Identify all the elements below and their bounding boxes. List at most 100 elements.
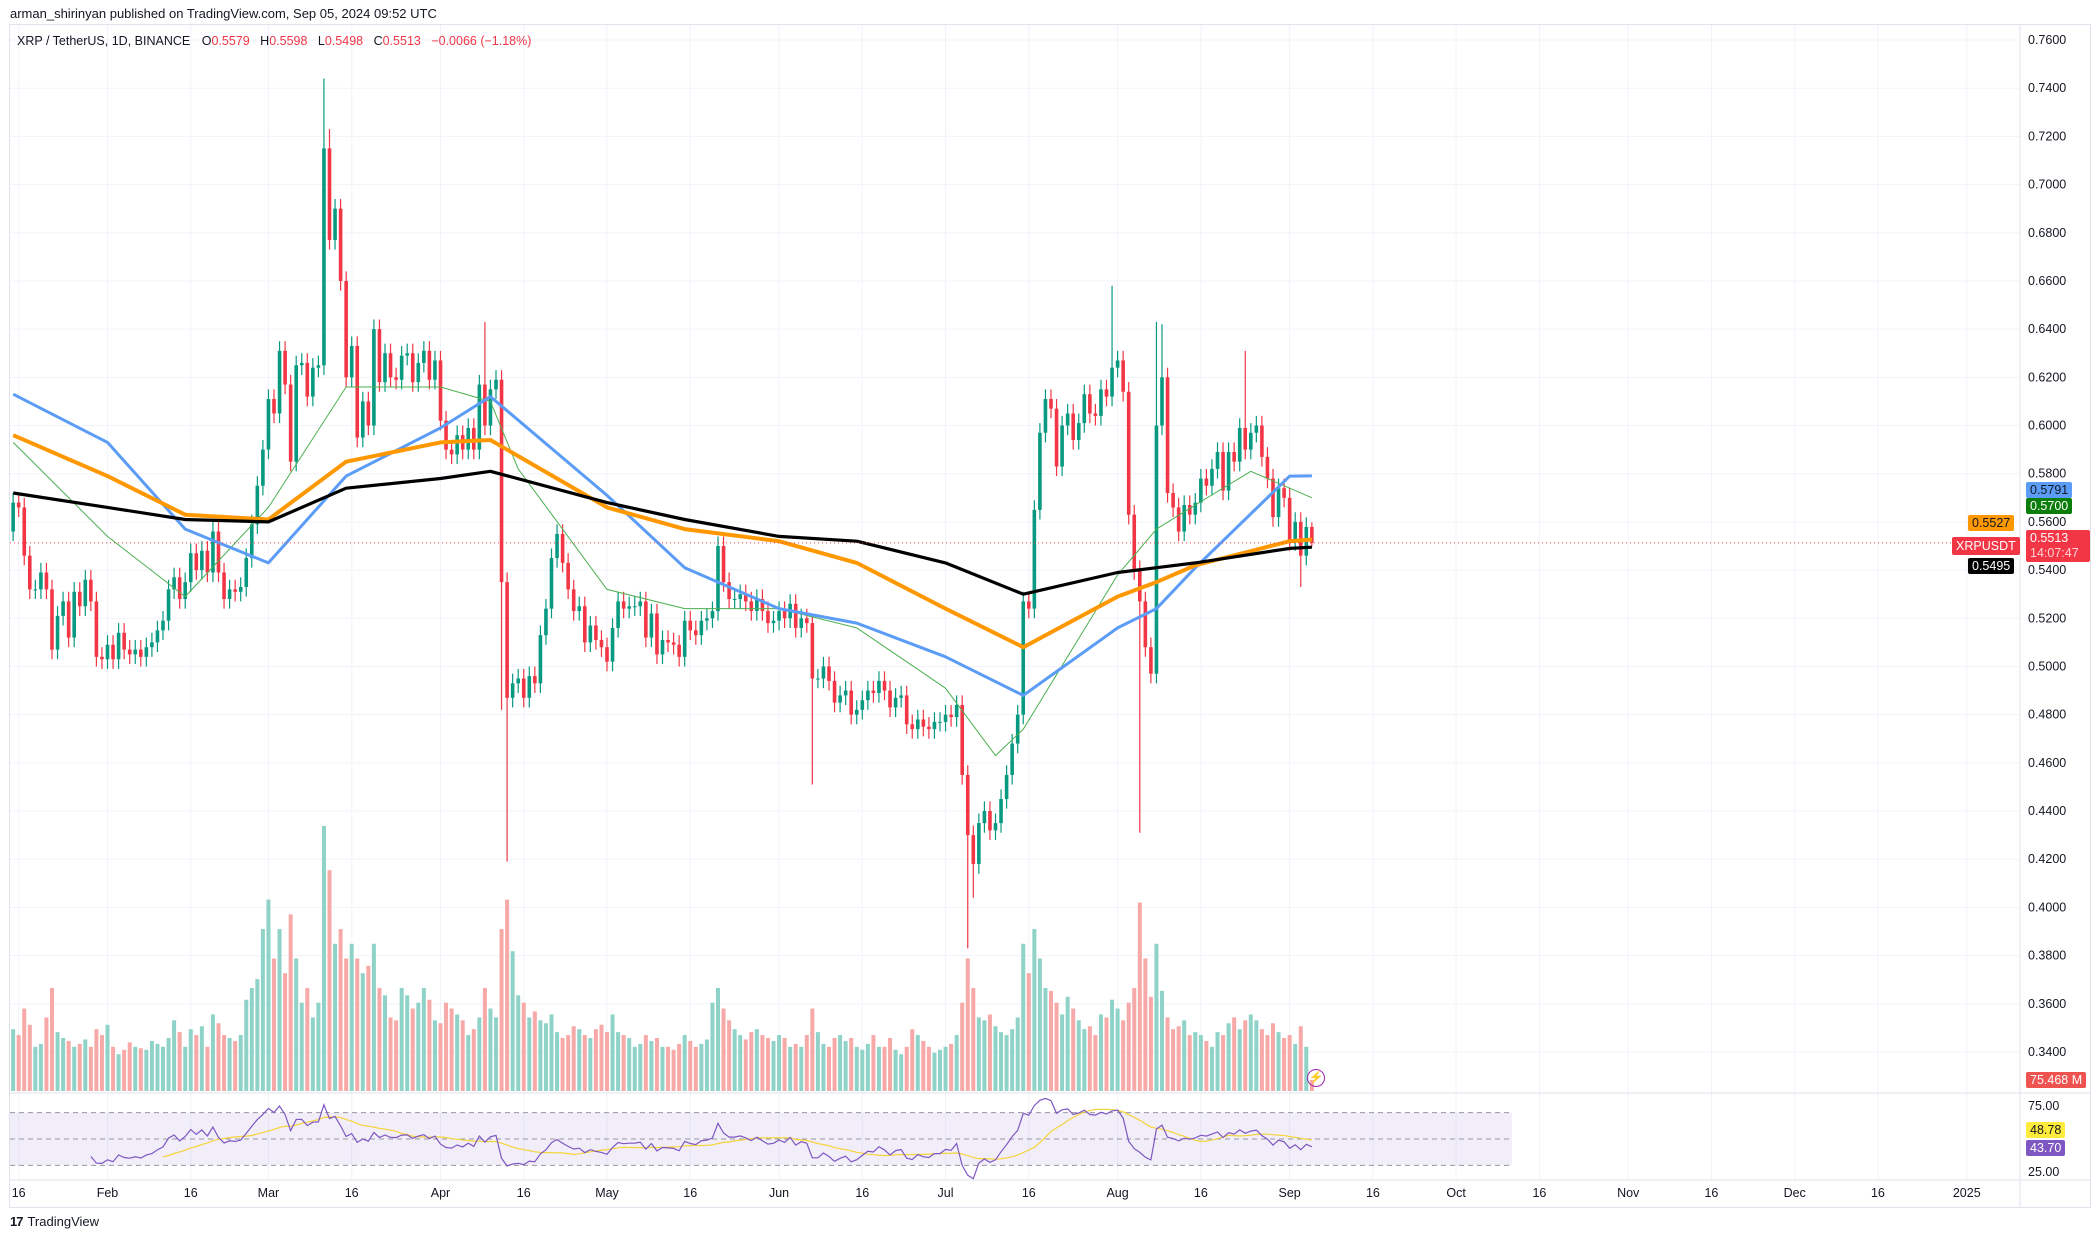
volume-bar	[388, 1017, 393, 1091]
volume-bar	[938, 1049, 942, 1091]
candle	[422, 341, 426, 373]
volume-bar	[1182, 1020, 1187, 1091]
candle-body	[1071, 413, 1075, 440]
candle	[655, 603, 659, 665]
volume-bar	[1026, 973, 1031, 1091]
candle	[1110, 285, 1114, 407]
volume-bar	[377, 987, 382, 1091]
candle	[793, 594, 798, 638]
candle-body	[238, 586, 243, 592]
candle-body	[455, 435, 459, 455]
candle-body	[1082, 394, 1087, 424]
candle	[1004, 765, 1009, 809]
volume-bar	[782, 1038, 787, 1091]
candle	[483, 321, 487, 436]
candle	[938, 712, 942, 732]
candle-body	[72, 591, 76, 638]
candle-body	[505, 582, 509, 698]
candle	[133, 639, 138, 665]
candle-body	[721, 546, 726, 583]
price-tick-label: 0.6200	[2028, 370, 2066, 384]
candle-body	[399, 355, 404, 380]
volume-bar	[1015, 1017, 1020, 1091]
candle	[216, 521, 221, 583]
candle-body	[832, 680, 837, 703]
candle-body	[155, 630, 160, 643]
candle	[11, 492, 15, 542]
candle-body	[916, 719, 920, 730]
candle	[882, 671, 887, 701]
candle-body	[311, 367, 315, 397]
brand-name: TradingView	[27, 1214, 100, 1229]
candle	[1104, 379, 1109, 407]
volume-bar	[505, 899, 510, 1091]
candle	[1082, 384, 1087, 433]
candle-body	[194, 553, 199, 571]
volume-bar	[88, 1046, 93, 1091]
candle	[1121, 350, 1125, 402]
candle-body	[94, 601, 99, 657]
candle	[632, 596, 637, 616]
candle-body	[960, 705, 964, 775]
time-tick-label: 16	[1704, 1186, 1718, 1200]
volume-bar	[22, 1008, 27, 1091]
candle	[1199, 468, 1203, 513]
candle-body	[466, 427, 471, 450]
volume-bar	[1087, 1026, 1092, 1091]
time-tick-label: 2025	[1953, 1186, 1981, 1200]
candle	[438, 350, 443, 431]
candle	[1093, 403, 1098, 426]
high-label: H	[260, 34, 270, 48]
volume-bar	[199, 1026, 204, 1091]
volume-bar	[127, 1042, 132, 1091]
volume-bar	[577, 1029, 582, 1091]
volume-bar	[632, 1046, 637, 1091]
volume-bar	[349, 943, 354, 1091]
candle-body	[133, 649, 138, 655]
volume-bar	[1093, 1035, 1098, 1091]
time-tick-label: Jul	[938, 1186, 954, 1200]
candle	[355, 336, 360, 448]
candle	[66, 591, 71, 648]
candle-body	[483, 384, 487, 426]
tradingview-logo[interactable]: 17	[10, 1214, 24, 1229]
candle	[94, 591, 99, 667]
candle	[821, 656, 826, 689]
volume-bar	[605, 1032, 609, 1091]
candle-body	[150, 642, 154, 648]
candle	[72, 582, 76, 648]
volume-bar	[1160, 990, 1164, 1091]
volume-bar	[810, 1008, 815, 1091]
volume-bar	[277, 929, 282, 1091]
candle-body	[1110, 367, 1114, 397]
volume-badge: 75.468 M	[2026, 1072, 2087, 1088]
candle-body	[416, 362, 421, 383]
volume-bar	[310, 1017, 315, 1091]
candle-body	[1010, 743, 1014, 775]
time-tick-label: 16	[345, 1186, 359, 1200]
time-tick-label: Nov	[1617, 1186, 1640, 1200]
candle-body	[1076, 423, 1081, 440]
candle	[666, 630, 670, 653]
candle	[910, 714, 915, 739]
volume-bar	[488, 1008, 493, 1091]
lightning-icon[interactable]: ⚡	[1307, 1069, 1325, 1087]
volume-bar	[366, 965, 371, 1091]
volume-bar	[1209, 1046, 1214, 1091]
volume-bar	[915, 1035, 920, 1091]
candle-body	[1004, 774, 1009, 799]
volume-bar	[144, 1049, 149, 1091]
candle	[494, 370, 498, 400]
volume-bar	[560, 1038, 565, 1091]
symbol-title[interactable]: XRP / TetherUS, 1D, BINANCE	[17, 34, 191, 48]
candle-body	[1182, 505, 1186, 532]
volume-bar	[210, 1014, 215, 1091]
candle	[177, 567, 182, 609]
candle	[904, 685, 909, 734]
candle	[871, 680, 876, 703]
price-tick-label: 0.4800	[2028, 708, 2066, 722]
volume-bar	[627, 1038, 632, 1091]
symbol-tag: XRPUSDT	[1952, 537, 2020, 555]
candle	[660, 630, 665, 665]
